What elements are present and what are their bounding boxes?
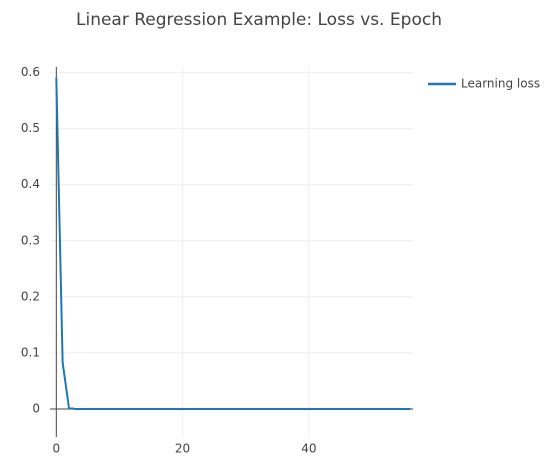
tick-labels: 0 0.1 0.2 0.3 0.4 0.5 0.6 0 20 40 <box>21 65 317 455</box>
chart-title: Linear Regression Example: Loss vs. Epoc… <box>76 10 442 30</box>
y-tick-label: 0.2 <box>21 289 40 303</box>
x-tick-label: 0 <box>52 442 60 456</box>
y-tick-label: 0.5 <box>21 121 40 135</box>
legend-label-learning-loss: Learning loss <box>461 77 540 91</box>
y-tick-label: 0.4 <box>21 177 40 191</box>
series-line-learning-loss <box>55 77 411 410</box>
y-tick-label: 0.3 <box>21 233 40 247</box>
series-layer <box>55 77 411 410</box>
y-tick-label: 0 <box>32 401 40 415</box>
y-tick-label: 0.1 <box>21 345 40 359</box>
axis-layer <box>50 67 413 437</box>
x-tick-label: 40 <box>301 442 316 456</box>
grid-layer <box>50 67 413 437</box>
y-tick-label: 0.6 <box>21 65 40 79</box>
legend[interactable]: Learning loss <box>428 77 540 91</box>
x-tick-label: 20 <box>175 442 190 456</box>
